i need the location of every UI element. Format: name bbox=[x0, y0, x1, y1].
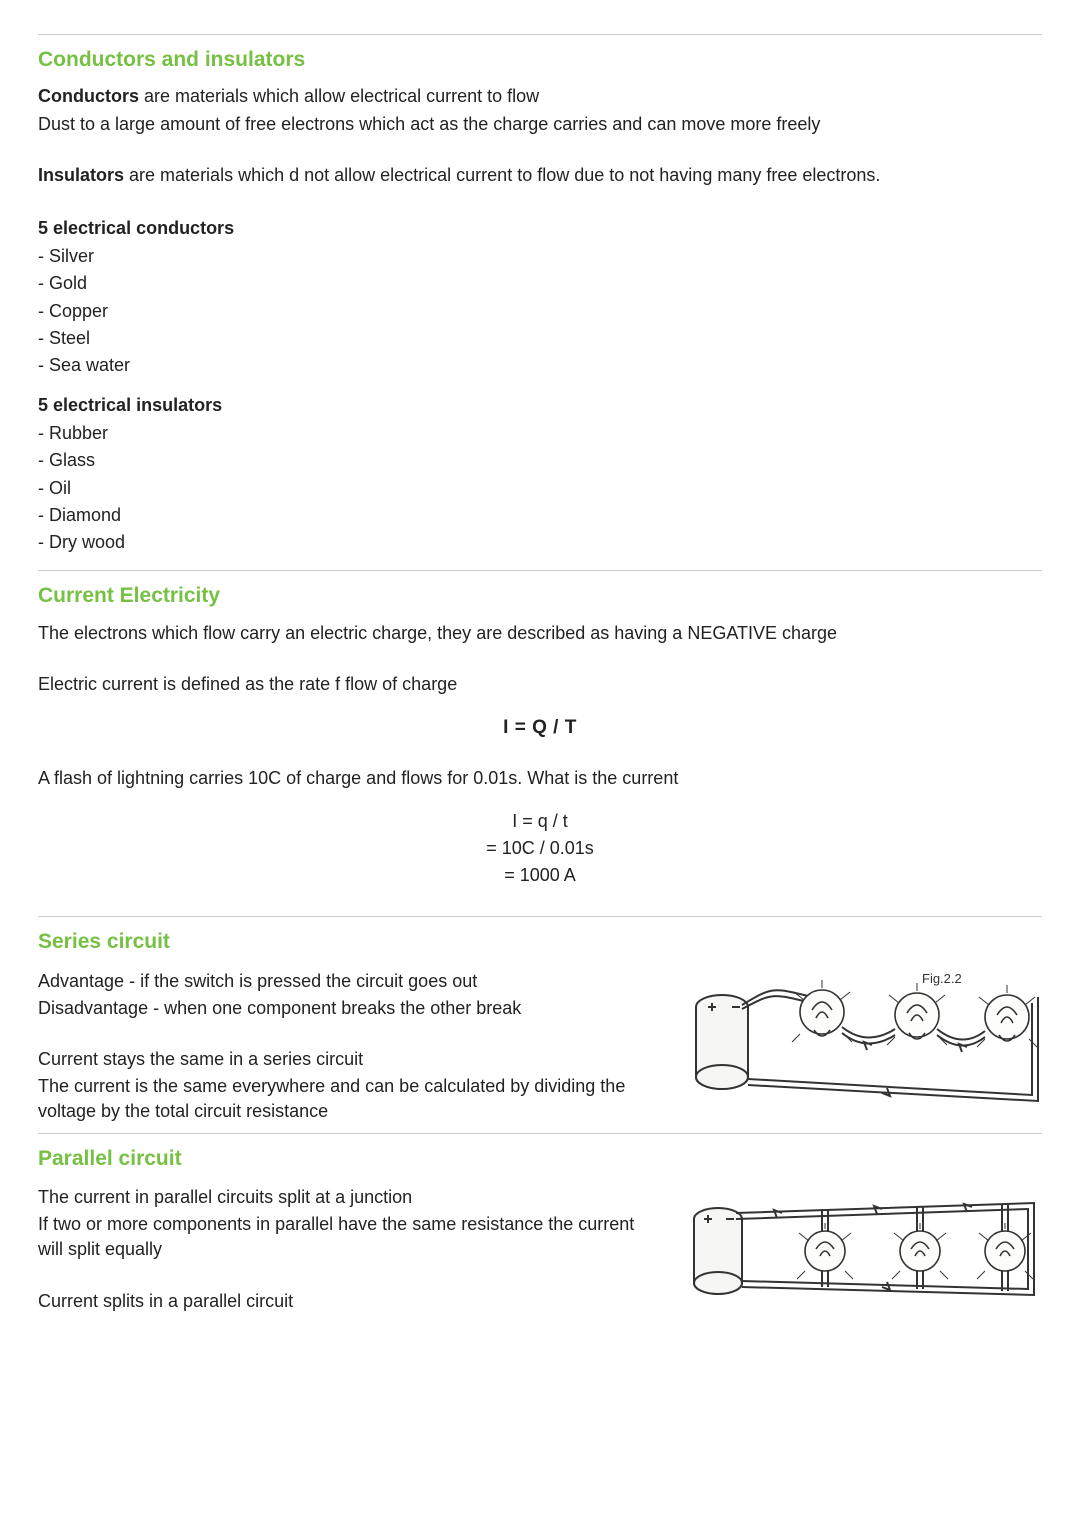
figure-label: Fig.2.2 bbox=[922, 971, 962, 986]
paragraph: Conductors are materials which allow ele… bbox=[38, 84, 1042, 109]
calc-line: I = q / t bbox=[38, 809, 1042, 834]
list-item: Oil bbox=[38, 475, 1042, 502]
section-title: Parallel circuit bbox=[38, 1144, 1042, 1173]
list-item: Copper bbox=[38, 298, 1042, 325]
paragraph: Advantage - if the switch is pressed the… bbox=[38, 969, 662, 994]
paragraph: The current in parallel circuits split a… bbox=[38, 1185, 662, 1210]
text: are materials which d not allow electric… bbox=[124, 165, 880, 185]
paragraph: Current stays the same in a series circu… bbox=[38, 1047, 662, 1072]
list-item: Silver bbox=[38, 243, 1042, 270]
calculation: I = q / t = 10C / 0.01s = 1000 A bbox=[38, 809, 1042, 889]
parallel-circuit-figure bbox=[682, 1183, 1042, 1330]
list-item: Diamond bbox=[38, 502, 1042, 529]
list-item: Steel bbox=[38, 325, 1042, 352]
divider bbox=[38, 1133, 1042, 1134]
paragraph: The current is the same everywhere and c… bbox=[38, 1074, 662, 1124]
insulators-list: Rubber Glass Oil Diamond Dry wood bbox=[38, 420, 1042, 556]
list-item: Glass bbox=[38, 447, 1042, 474]
formula: I = Q / T bbox=[38, 715, 1042, 742]
paragraph: Current splits in a parallel circuit bbox=[38, 1289, 662, 1314]
parallel-circuit-icon bbox=[682, 1183, 1042, 1323]
divider bbox=[38, 570, 1042, 571]
series-circuit-icon: Fig.2.2 bbox=[682, 967, 1042, 1117]
paragraph: If two or more components in parallel ha… bbox=[38, 1212, 662, 1262]
section-title: Current Electricity bbox=[38, 581, 1042, 610]
term-conductors: Conductors bbox=[38, 86, 139, 106]
divider bbox=[38, 916, 1042, 917]
text: are materials which allow electrical cur… bbox=[139, 86, 539, 106]
section-title: Conductors and insulators bbox=[38, 45, 1042, 74]
paragraph: Insulators are materials which d not all… bbox=[38, 163, 1042, 188]
calc-line: = 1000 A bbox=[38, 863, 1042, 888]
list-item: Gold bbox=[38, 270, 1042, 297]
paragraph: A flash of lightning carries 10C of char… bbox=[38, 766, 1042, 791]
list-item: Rubber bbox=[38, 420, 1042, 447]
paragraph: Dust to a large amount of free electrons… bbox=[38, 112, 1042, 137]
paragraph: Electric current is defined as the rate … bbox=[38, 672, 1042, 697]
list-heading: 5 electrical conductors bbox=[38, 216, 1042, 241]
divider bbox=[38, 34, 1042, 35]
term-insulators: Insulators bbox=[38, 165, 124, 185]
list-item: Dry wood bbox=[38, 529, 1042, 556]
list-heading: 5 electrical insulators bbox=[38, 393, 1042, 418]
list-item: Sea water bbox=[38, 352, 1042, 379]
paragraph: The electrons which flow carry an electr… bbox=[38, 621, 1042, 646]
section-title: Series circuit bbox=[38, 927, 1042, 956]
series-circuit-figure: Fig.2.2 bbox=[682, 967, 1042, 1124]
conductors-list: Silver Gold Copper Steel Sea water bbox=[38, 243, 1042, 379]
paragraph: Disadvantage - when one component breaks… bbox=[38, 996, 662, 1021]
calc-line: = 10C / 0.01s bbox=[38, 836, 1042, 861]
